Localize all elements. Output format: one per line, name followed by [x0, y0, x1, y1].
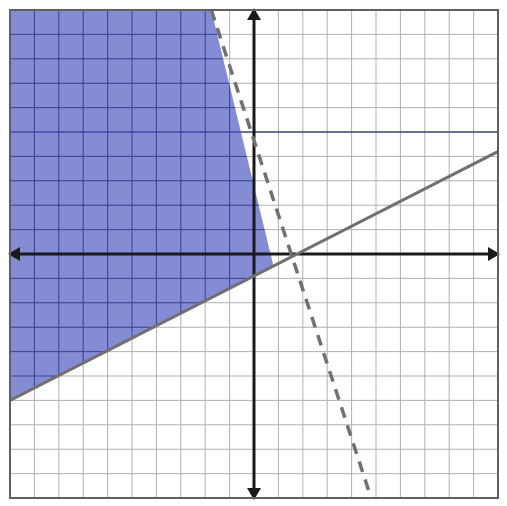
chart-container	[0, 0, 507, 506]
inequality-chart	[0, 0, 507, 506]
